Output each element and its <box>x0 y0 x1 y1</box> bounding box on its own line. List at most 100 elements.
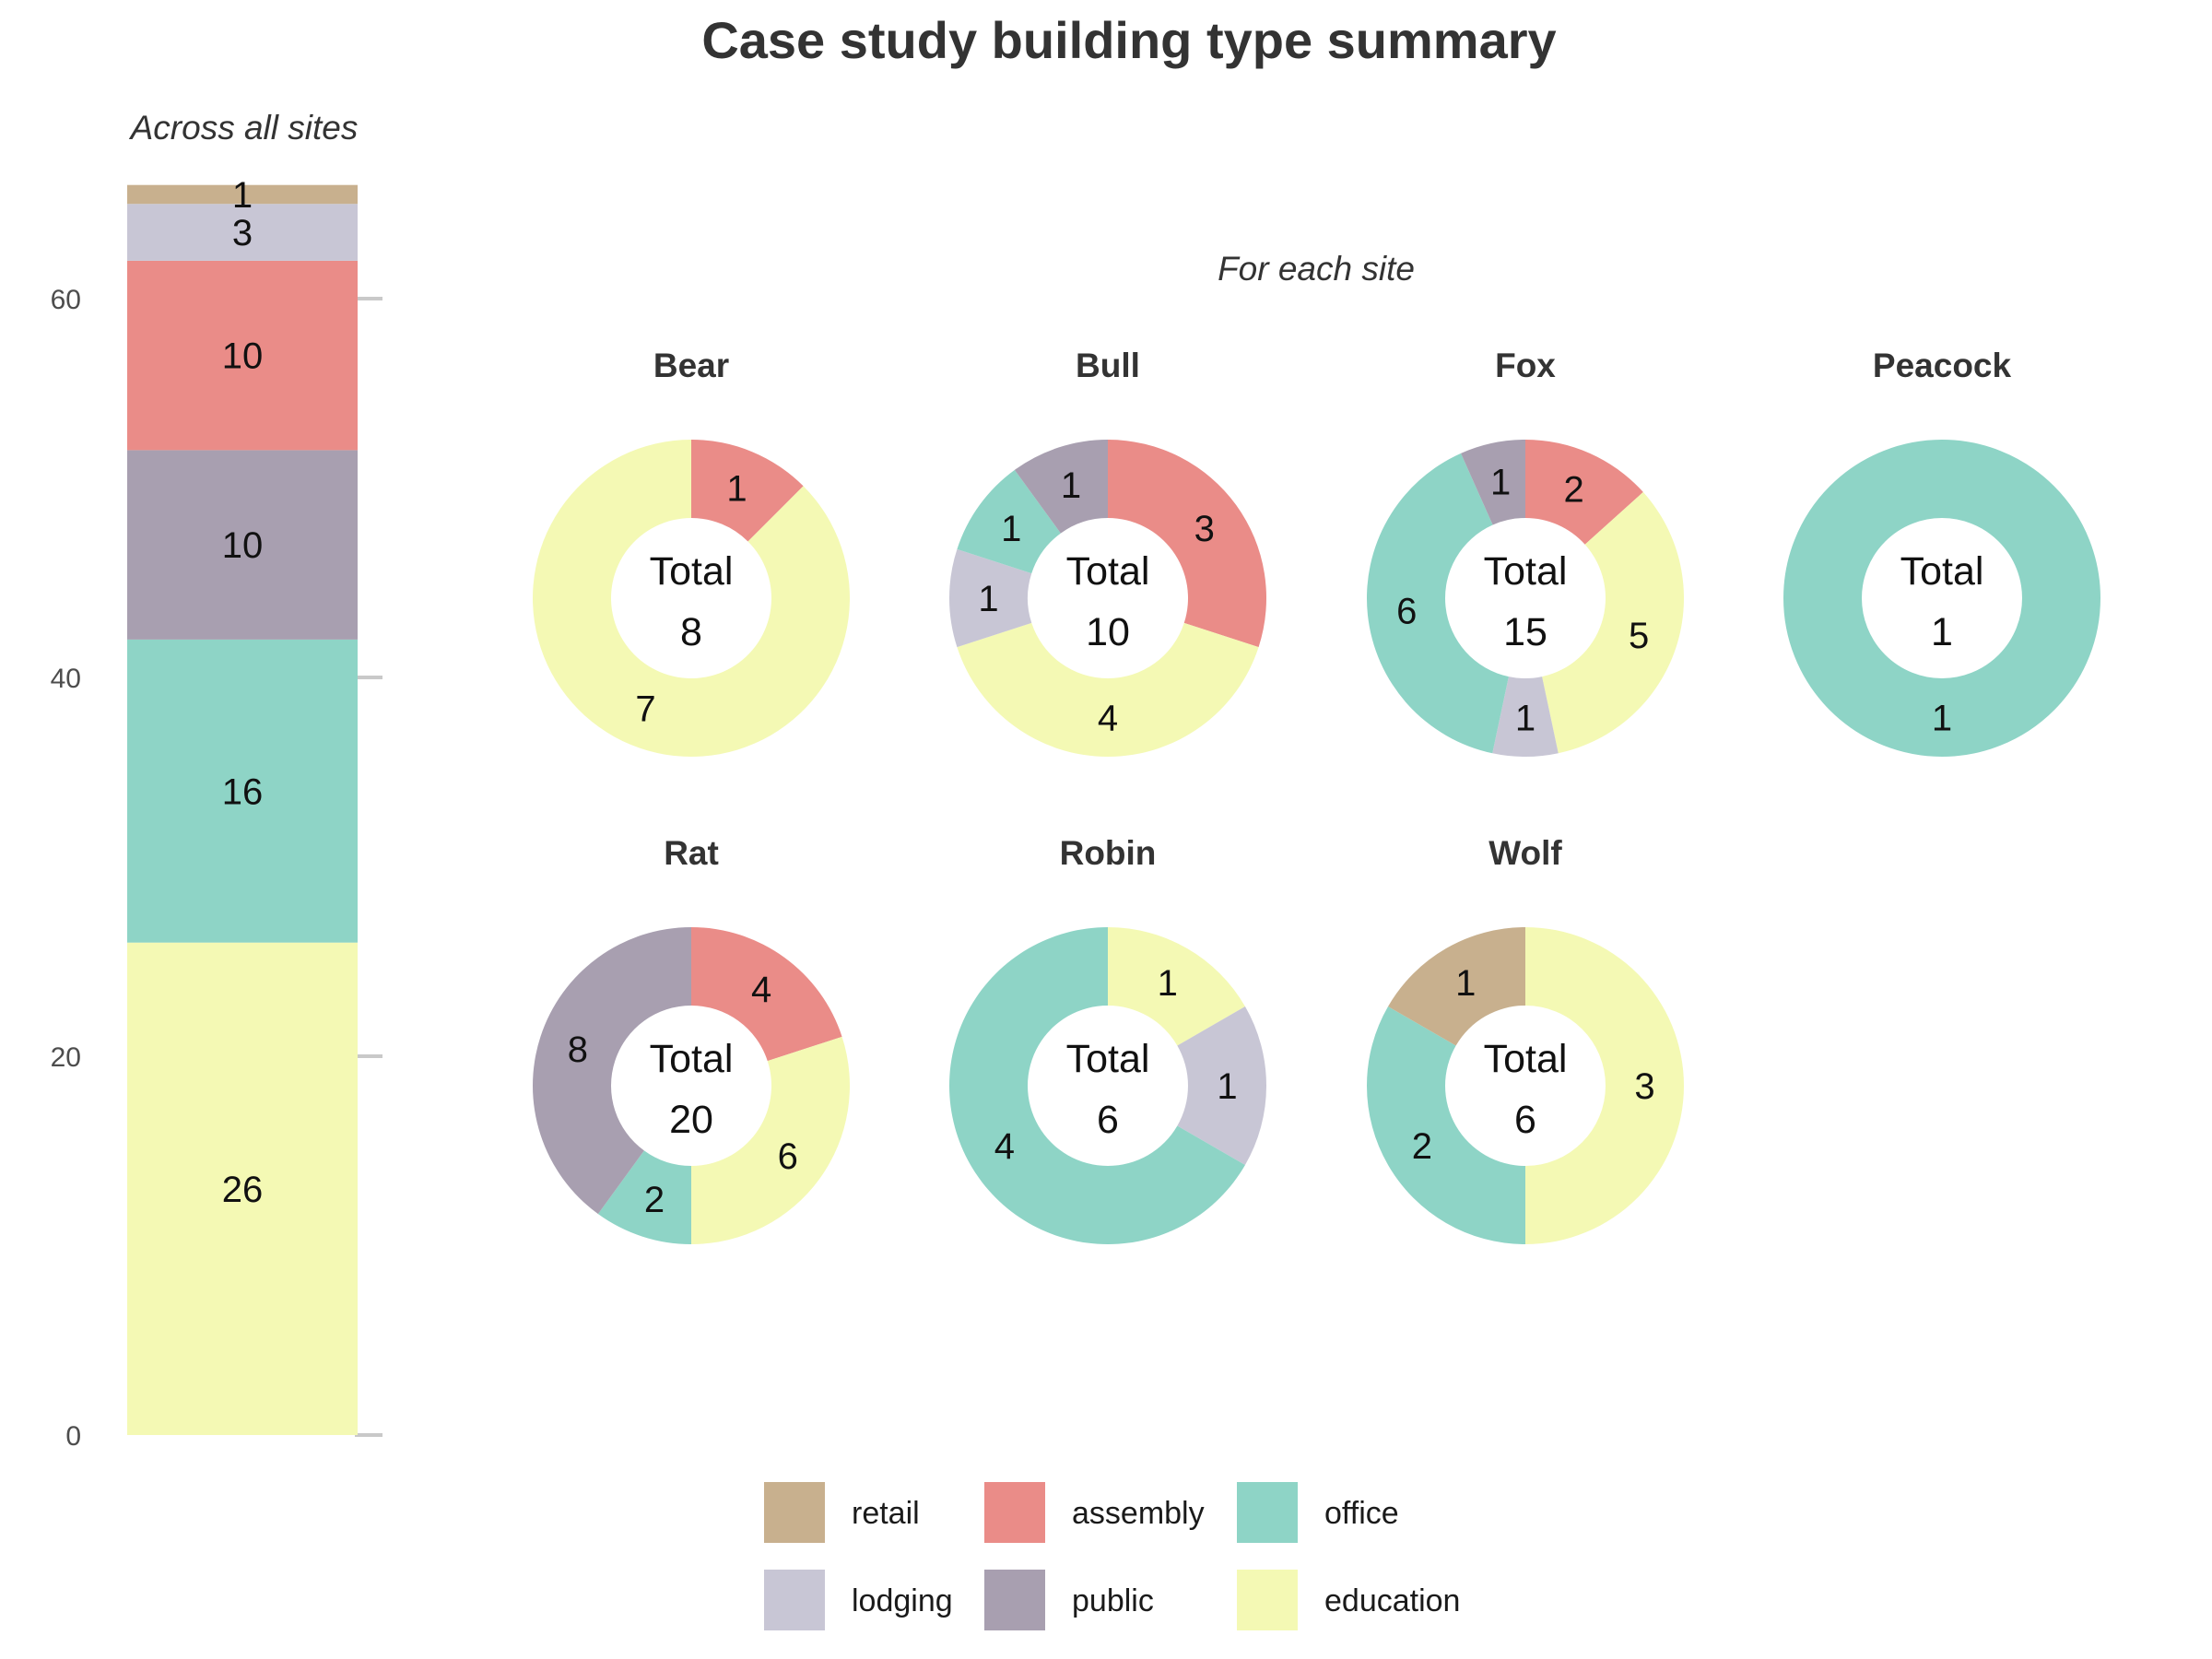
slice-assembly <box>691 927 842 1062</box>
total-label: Total <box>1900 549 1984 594</box>
legend-label-retail: retail <box>852 1496 920 1531</box>
legend-label-office: office <box>1324 1496 1399 1531</box>
bar-segment-label: 10 <box>222 525 264 566</box>
slice-public <box>532 927 691 1215</box>
slice-label: 6 <box>1396 592 1417 632</box>
slice-retail <box>1388 927 1525 1046</box>
y-tick-label: 20 <box>51 1042 81 1073</box>
total-value: 6 <box>1097 1098 1119 1142</box>
bar-segment-office <box>127 639 358 943</box>
legend-key-public <box>984 1570 1045 1630</box>
slice-label: 1 <box>1217 1066 1237 1107</box>
bar-segment-education <box>127 942 358 1435</box>
legend-key-assembly <box>984 1482 1045 1543</box>
slice-lodging <box>949 548 1032 648</box>
total-label: Total <box>1484 1037 1568 1081</box>
slice-label: 3 <box>1194 509 1215 549</box>
bar-segment-label: 1 <box>232 175 253 216</box>
total-value: 20 <box>669 1098 713 1142</box>
slice-education <box>691 1036 850 1244</box>
donut-bear: Bear 1 7 Total 8 <box>533 347 850 757</box>
slice-assembly <box>1525 440 1643 545</box>
slice-label: 1 <box>1061 465 1081 506</box>
slice-education <box>1525 927 1684 1244</box>
slice-label: 1 <box>726 468 747 509</box>
bar-segment-retail <box>127 184 358 205</box>
overall-subtitle: Across all sites <box>129 109 359 147</box>
slice-education <box>1542 491 1684 754</box>
legend-key-office <box>1237 1482 1298 1543</box>
slice-office <box>957 469 1061 574</box>
slice-label: 4 <box>1098 699 1118 739</box>
slice-office <box>1783 440 2100 757</box>
per-site-subtitle: For each site <box>1218 250 1415 288</box>
donut-robin: Robin 1 1 4 Total 6 <box>949 834 1266 1244</box>
chart-title: Case study building type summary <box>701 11 1556 69</box>
slice-public <box>1014 440 1108 534</box>
y-tick-label: 40 <box>51 664 81 694</box>
total-value: 1 <box>1931 610 1953 654</box>
slice-label: 2 <box>644 1180 665 1220</box>
slice-label: 6 <box>778 1136 798 1177</box>
slice-label: 1 <box>1490 462 1511 502</box>
total-value: 15 <box>1503 610 1547 654</box>
site-title: Rat <box>664 834 719 872</box>
slice-education <box>957 622 1259 757</box>
bar-segment-lodging <box>127 204 358 261</box>
slice-label: 1 <box>1932 699 1952 739</box>
legend-label-assembly: assembly <box>1072 1496 1205 1531</box>
slice-label: 1 <box>978 579 998 619</box>
slice-office <box>597 1150 691 1244</box>
slice-education <box>1108 927 1245 1046</box>
slice-label: 2 <box>1564 470 1584 511</box>
total-label: Total <box>1484 549 1568 594</box>
total-value: 6 <box>1514 1098 1536 1142</box>
legend-label-lodging: lodging <box>852 1583 953 1618</box>
slice-label: 1 <box>1158 963 1178 1004</box>
slice-label: 8 <box>568 1030 588 1070</box>
legend-label-public: public <box>1072 1583 1154 1618</box>
slice-label: 1 <box>1515 699 1535 739</box>
y-tick-label: 60 <box>51 285 81 315</box>
site-title: Fox <box>1495 347 1556 384</box>
bar-segment-label: 26 <box>222 1170 264 1210</box>
slice-education <box>533 440 850 757</box>
total-value: 10 <box>1086 610 1130 654</box>
slice-office <box>1367 1006 1525 1244</box>
slice-public <box>1461 440 1525 525</box>
site-title: Bear <box>653 347 729 384</box>
total-value: 8 <box>680 610 702 654</box>
bar-segment-label: 3 <box>232 213 253 253</box>
legend-key-lodging <box>764 1570 825 1630</box>
slice-label: 1 <box>1455 963 1476 1004</box>
donut-peacock: Peacock 1 Total 1 <box>1783 347 2100 757</box>
overall-stacked-bar: 0 20 40 60 26 16 10 10 31 <box>51 175 382 1452</box>
slice-label: 4 <box>994 1126 1015 1167</box>
bar-segment-public <box>127 450 358 640</box>
per-site-donuts: Bear17Total8Bull34111Total10Fox25161Tota… <box>532 347 2100 1244</box>
slice-lodging <box>1492 677 1559 757</box>
bar-segment-label: 10 <box>222 336 264 377</box>
slice-label: 1 <box>1001 509 1021 549</box>
slice-label: 7 <box>635 689 655 730</box>
bar-segment-assembly <box>127 260 358 451</box>
slice-label: 2 <box>1412 1126 1432 1167</box>
slice-assembly <box>1108 440 1266 648</box>
slice-label: 5 <box>1629 616 1649 656</box>
total-label: Total <box>1066 1037 1150 1081</box>
total-label: Total <box>1066 549 1150 594</box>
total-label: Total <box>650 549 734 594</box>
legend: retail assembly office lodging public educati… <box>764 1482 1460 1630</box>
site-title: Bull <box>1076 347 1140 384</box>
site-title: Robin <box>1060 834 1157 872</box>
slice-lodging <box>1177 1006 1266 1165</box>
site-title: Wolf <box>1488 834 1562 872</box>
slice-label: 3 <box>1634 1066 1654 1107</box>
slice-office <box>949 927 1245 1244</box>
total-label: Total <box>650 1037 734 1081</box>
bar-segment-label: 16 <box>222 771 264 812</box>
donut-fox: Fox 2 5 1 6 1 Total 15 <box>1366 347 1684 757</box>
y-tick-label: 0 <box>65 1421 81 1452</box>
